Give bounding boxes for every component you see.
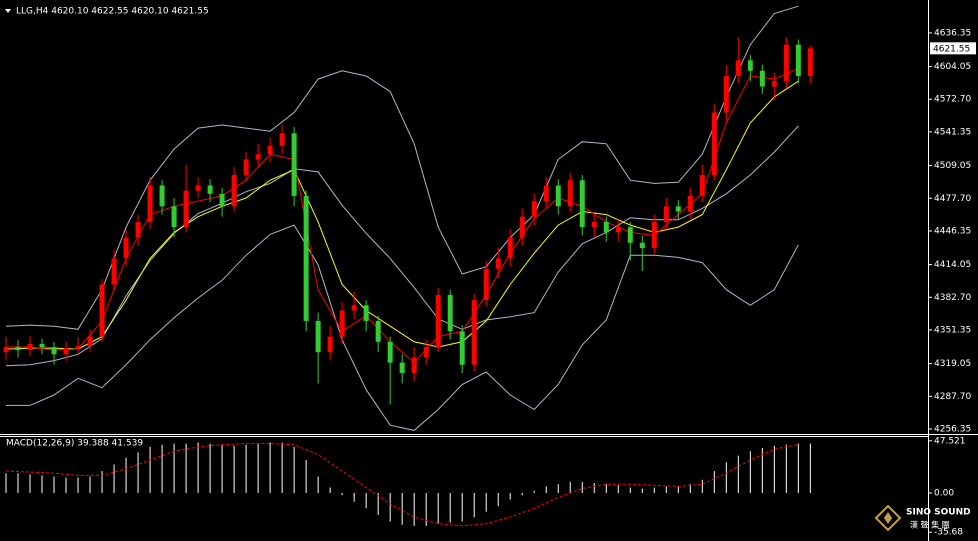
candle-body xyxy=(723,76,729,113)
candle-body xyxy=(483,268,489,301)
candle-body xyxy=(531,201,537,217)
y-tick-label: 4572.70 xyxy=(934,95,971,105)
candle-body xyxy=(111,258,117,285)
y-tick-label: 4319.05 xyxy=(934,359,971,369)
last-price-label: 4621.55 xyxy=(933,44,970,54)
y-tick-label: 4541.35 xyxy=(934,127,971,137)
candle-body xyxy=(459,331,465,365)
candle-body xyxy=(699,175,705,196)
y-tick-label: 4446.35 xyxy=(934,226,971,236)
y-tick-label: 47.521 xyxy=(934,436,966,446)
candle-body xyxy=(771,81,777,87)
candle-body xyxy=(615,227,621,233)
candle-body xyxy=(807,48,813,77)
candle-body xyxy=(591,221,597,228)
candle-body xyxy=(651,221,657,248)
macd-label: MACD(12,26,9) 39.388 41.539 xyxy=(6,439,143,449)
candle-body xyxy=(759,70,765,87)
candle-body xyxy=(135,221,141,238)
candle-body xyxy=(243,159,249,176)
candle-body xyxy=(663,206,669,222)
candle-body xyxy=(363,305,369,321)
watermark-subtitle: 漢 聲 集 團 xyxy=(910,520,950,530)
candle-body xyxy=(351,305,357,311)
indicator-line xyxy=(5,80,799,350)
candle-body xyxy=(27,343,33,351)
y-tick-label: 4509.05 xyxy=(934,161,971,171)
candle-body xyxy=(543,185,549,202)
candle-body xyxy=(495,258,501,269)
candle-body xyxy=(315,320,321,353)
y-tick-label: 4636.35 xyxy=(934,28,971,38)
y-tick-label: 4604.05 xyxy=(934,62,971,72)
candle-body xyxy=(279,133,285,146)
candle-body xyxy=(783,44,789,82)
indicator-line xyxy=(5,5,799,330)
y-tick-label: 4351.35 xyxy=(934,325,971,335)
candle-body xyxy=(195,185,201,191)
candle-body xyxy=(423,347,429,358)
candle-body xyxy=(87,336,93,346)
last-price-box xyxy=(930,42,976,55)
candle-body xyxy=(555,185,561,207)
y-tick-label: -35.68 xyxy=(934,528,963,538)
candle-body xyxy=(735,60,741,77)
candle-body xyxy=(627,227,633,243)
title-arrow xyxy=(5,9,11,13)
candle-body xyxy=(219,193,225,207)
candle-body xyxy=(471,300,477,365)
y-tick-label: 4287.70 xyxy=(934,392,971,402)
y-tick-label: 4477.70 xyxy=(934,194,971,204)
candle-body xyxy=(747,60,753,71)
candle-body xyxy=(567,180,573,207)
candle-body xyxy=(183,190,189,228)
y-tick-label: 4382.70 xyxy=(934,293,971,303)
candle-body xyxy=(291,133,297,196)
candle-body xyxy=(231,175,237,207)
candle-body xyxy=(3,347,9,353)
candle-body xyxy=(207,185,213,194)
candle-body xyxy=(63,348,69,355)
candle-body xyxy=(603,221,609,233)
candle-body xyxy=(159,185,165,207)
candle-body xyxy=(579,180,585,228)
y-tick-label: 4414.05 xyxy=(934,260,971,270)
candle-body xyxy=(171,206,177,228)
candle-body xyxy=(75,345,81,349)
candle-body xyxy=(387,341,393,363)
candle-body xyxy=(687,195,693,212)
candle-body xyxy=(447,294,453,332)
candle-body xyxy=(123,237,129,259)
candle-body xyxy=(255,154,261,160)
candle-body xyxy=(327,336,333,353)
candle-body xyxy=(99,284,105,337)
candle-body xyxy=(267,145,273,155)
candle-body xyxy=(639,242,645,248)
candle-body xyxy=(675,206,681,212)
candle-body xyxy=(795,44,801,77)
candle-body xyxy=(507,237,513,259)
candle-body xyxy=(147,185,153,222)
candle-body xyxy=(51,347,57,355)
y-tick-label: 4256.35 xyxy=(934,424,971,434)
candle-body xyxy=(435,294,441,348)
chart-title: LLG,H4 4620.10 4622.55 4620.10 4621.55 xyxy=(16,7,209,17)
candle-body xyxy=(15,347,21,351)
candle-body xyxy=(303,195,309,321)
candle-body xyxy=(339,310,345,337)
candle-body xyxy=(39,343,45,348)
y-tick-label: 0.00 xyxy=(934,488,954,498)
candle-body xyxy=(375,320,381,342)
watermark: SINO SOUND 漢 聲 集 團 xyxy=(874,504,971,532)
logo xyxy=(884,512,892,524)
indicator-line xyxy=(6,224,799,431)
candle-body xyxy=(411,357,417,374)
candle-body xyxy=(399,362,405,374)
candle-body xyxy=(519,216,525,238)
logo xyxy=(874,504,902,532)
watermark-name: SINO SOUND xyxy=(906,508,971,518)
candle-body xyxy=(711,112,717,176)
